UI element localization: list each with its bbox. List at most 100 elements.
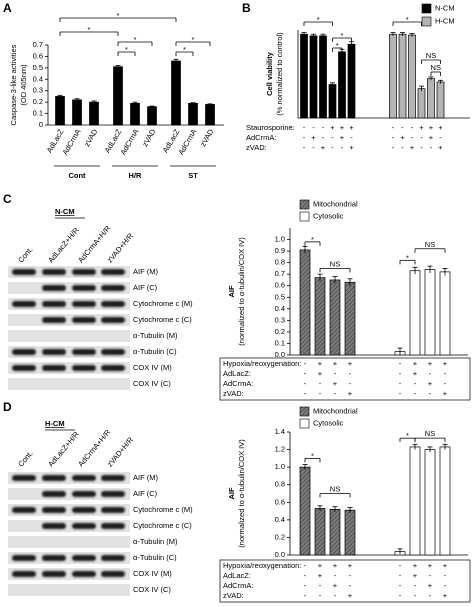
legend-label: N-CM [435,3,455,12]
blot-band [72,555,96,561]
bar [147,106,157,126]
condition-sign: - [444,369,447,378]
condition-sign: + [318,561,323,570]
condition-sign: - [392,123,395,132]
y-tick-label: 0.6 [275,281,285,290]
error-bar [57,94,63,98]
y-tick-label: 1.2 [275,445,285,454]
error-bar [412,443,418,450]
condition-sign: - [341,143,344,152]
blot-band [72,349,96,355]
condition-label: AdCrmA: [223,581,253,590]
condition-sign: + [428,379,433,388]
condition-sign: - [303,143,306,152]
condition-sign: + [419,123,424,132]
significance-label: * [125,45,128,54]
y-tick-label: 0.0 [275,350,285,359]
condition-sign: + [413,571,418,580]
blot-band [72,269,96,275]
condition-sign: - [399,591,402,600]
significance-label: * [134,35,137,44]
condition-sign: + [443,389,448,398]
condition-sign: - [349,571,352,580]
y-axis-label: AIF [227,285,236,298]
condition-sign: - [429,369,432,378]
significance-label: NS [330,259,340,268]
significance-label: * [183,45,186,54]
y-tick-label: 0.8 [275,258,285,267]
blot-band [42,491,66,497]
blot-band [42,523,66,529]
error-bar [427,446,433,453]
legend-swatch [299,418,310,429]
blot-band [12,349,36,355]
condition-sign: - [334,369,337,378]
bar [409,446,421,556]
error-bar [390,32,396,36]
legend-swatch [299,211,310,222]
y-tick-label: 0.2 [33,97,43,106]
condition-sign: - [304,571,307,580]
condition-sign: - [411,123,414,132]
blot-band [101,269,125,275]
blot-row-label: Cytochrome c (M) [133,505,193,514]
condition-sign: - [312,123,315,132]
condition-sign: - [312,143,315,152]
bar [299,249,311,356]
blot-band [72,317,96,323]
blot-band [42,571,66,577]
error-bar [311,33,316,38]
blot-row-label: Cytochrome c (C) [133,521,192,530]
bar [299,466,311,556]
blot-strip [8,314,130,326]
blot-strip [8,378,130,390]
condition-sign: + [400,133,405,142]
panel-letter: B [242,1,251,15]
legend-label: Mitochondrial [313,199,358,208]
blot-band [42,317,66,323]
condition-sign: + [428,581,433,590]
condition-sign: - [399,571,402,580]
blot-band [42,555,66,561]
condition-sign: - [319,379,322,388]
blot-strip [8,568,130,580]
blot-strip [8,552,130,564]
blot-row-label: COX IV (M) [133,569,172,578]
error-bar [427,265,433,274]
condition-sign: + [410,143,415,152]
condition-sign: - [399,369,402,378]
condition-sign: - [430,143,433,152]
blot-strip [8,488,130,500]
condition-sign: - [414,389,417,398]
condition-sign: - [420,143,423,152]
blot-band [72,475,96,481]
bar [205,104,215,126]
y-tick-label: 0.6 [275,497,285,506]
group-label: H/R [129,171,143,180]
y-tick-label: 1.4 [275,427,285,436]
significance-label: * [317,15,320,24]
condition-sign: - [429,591,432,600]
blot-strip [8,584,130,596]
condition-sign: - [414,379,417,388]
bar [72,99,82,126]
blot-band [101,317,125,323]
condition-sign: + [438,123,443,132]
condition-sign: - [444,571,447,580]
significance-label: NS [426,51,436,60]
legend-label: Cytosolic [313,211,344,220]
blot-strip [8,282,130,294]
bar [188,102,198,126]
condition-sign: + [318,571,323,580]
blot-strip [8,330,130,342]
error-bar [442,268,448,276]
condition-sign: + [311,133,316,142]
blot-band [42,475,66,481]
error-bar [301,32,307,36]
condition-sign: - [444,581,447,590]
bar [314,277,326,356]
condition-sign: - [392,133,395,142]
condition-sign: - [331,133,334,142]
legend-swatch [299,199,310,210]
condition-sign: + [429,133,434,142]
